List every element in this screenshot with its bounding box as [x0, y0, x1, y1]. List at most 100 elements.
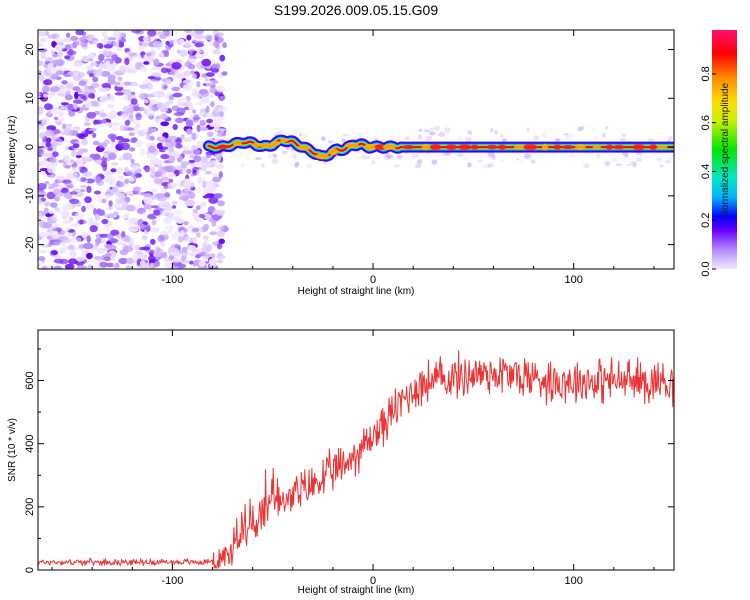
noise-speckle	[192, 149, 201, 155]
noise-speckle	[213, 194, 223, 200]
noise-speckle	[111, 162, 119, 166]
noise-speckle	[138, 84, 149, 89]
noise-speckle	[190, 173, 196, 177]
noise-speckle	[47, 110, 52, 116]
noise-speckle	[193, 155, 202, 163]
noise-speckle	[53, 241, 61, 246]
ridge-blob	[523, 143, 537, 151]
noise-speckle	[99, 233, 110, 238]
noise-speckle	[172, 257, 181, 263]
noise-speckle	[52, 151, 59, 157]
ridge-blob	[575, 144, 586, 151]
noise-speckle	[167, 228, 173, 234]
noise-speckle	[141, 128, 149, 134]
noise-speckle	[203, 238, 209, 244]
faint-speckle	[220, 135, 227, 139]
colorbar-tick-label: 0.6	[700, 115, 712, 130]
noise-speckle	[75, 159, 84, 165]
noise-speckle	[61, 80, 68, 85]
noise-speckle	[172, 124, 178, 130]
noise-speckle	[168, 94, 175, 101]
noise-speckle	[71, 163, 78, 168]
spectrogram-xtick-label: -100	[161, 274, 183, 286]
noise-speckle	[88, 216, 94, 224]
noise-speckle	[110, 229, 120, 236]
faint-speckle	[281, 150, 288, 154]
noise-speckle	[71, 223, 81, 227]
colorbar-tick-label: 0.8	[700, 66, 712, 81]
noise-speckle	[122, 152, 133, 161]
noise-speckle	[153, 209, 161, 216]
noise-speckle	[146, 52, 152, 57]
noise-speckle	[142, 36, 148, 42]
faint-speckle	[390, 136, 394, 141]
noise-speckle	[89, 40, 94, 45]
noise-speckle	[143, 61, 150, 65]
noise-speckle	[210, 101, 215, 108]
noise-speckle	[153, 178, 163, 185]
noise-speckle	[191, 132, 197, 141]
noise-speckle	[209, 122, 218, 127]
ridge-blob	[251, 142, 263, 147]
snr-xtick-label: 0	[370, 575, 376, 587]
noise-speckle	[111, 81, 121, 86]
noise-speckle	[76, 133, 84, 138]
faint-speckle	[426, 136, 430, 141]
noise-speckle	[186, 34, 192, 41]
noise-speckle	[163, 93, 170, 100]
noise-speckle	[216, 230, 226, 238]
noise-speckle	[184, 137, 193, 142]
spectrogram-ytick-label: 20	[24, 43, 36, 55]
noise-speckle	[188, 159, 196, 163]
colorbar-tick-label: 0.2	[700, 213, 712, 228]
noise-speckle	[47, 147, 53, 151]
noise-speckle	[148, 265, 154, 269]
noise-speckle	[44, 115, 49, 122]
noise-speckle	[67, 232, 73, 237]
noise-speckle	[134, 251, 143, 255]
faint-speckle	[592, 136, 599, 140]
noise-speckle	[199, 119, 206, 127]
noise-speckle	[55, 210, 65, 214]
noise-speckle	[196, 232, 201, 238]
ridge-blob	[297, 144, 311, 151]
noise-speckle	[126, 257, 134, 265]
noise-speckle	[164, 204, 174, 212]
noise-speckle	[175, 143, 183, 149]
noise-speckle	[155, 246, 161, 253]
noise-speckle	[86, 235, 91, 243]
noise-speckle	[169, 39, 175, 45]
noise-speckle	[212, 176, 222, 183]
noise-speckle	[110, 168, 117, 173]
noise-speckle	[154, 171, 163, 178]
noise-speckle	[189, 260, 194, 265]
noise-speckle	[68, 110, 76, 117]
noise-speckle	[86, 111, 97, 119]
faint-speckle	[533, 135, 540, 141]
noise-speckle	[126, 50, 133, 56]
faint-speckle	[659, 164, 664, 168]
noise-speckle	[92, 76, 99, 83]
noise-speckle	[200, 89, 210, 97]
noise-speckle	[38, 73, 45, 82]
noise-speckle	[204, 161, 213, 169]
noise-speckle	[94, 159, 103, 164]
noise-speckle	[107, 145, 114, 152]
ridge-blob	[217, 144, 228, 150]
faint-speckle	[429, 131, 436, 136]
noise-speckle	[201, 58, 212, 67]
noise-speckle	[54, 37, 65, 44]
noise-speckle	[72, 143, 80, 149]
faint-speckle	[463, 156, 468, 161]
noise-speckle	[147, 145, 156, 153]
faint-speckle	[569, 133, 574, 138]
noise-speckle	[101, 218, 109, 225]
noise-speckle	[168, 178, 174, 184]
noise-speckle	[38, 147, 43, 155]
noise-speckle	[64, 164, 71, 169]
faint-speckle	[254, 157, 262, 160]
noise-speckle	[158, 210, 169, 217]
noise-speckle	[88, 128, 97, 132]
faint-speckle	[456, 152, 464, 158]
noise-speckle	[182, 84, 192, 91]
